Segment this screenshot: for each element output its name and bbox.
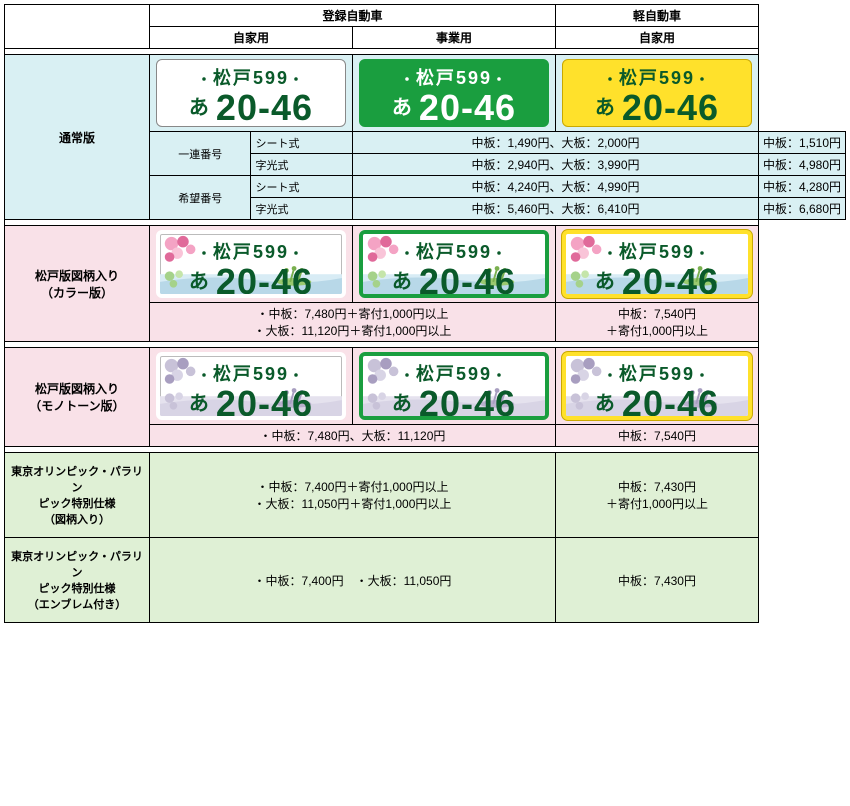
header-business: 事業用 — [352, 27, 555, 49]
price-oly1-a: ・中板：7,400円＋寄付1,000円以上・大板：11,050円＋寄付1,000… — [149, 453, 555, 538]
sub-kibou: 希望番号 — [149, 176, 251, 220]
price-n2c: 中板：4,280円 — [758, 176, 845, 198]
row-oly1-label: 東京オリンピック・パラリンピック特別仕様（図柄入り） — [5, 453, 150, 538]
type-sheet-2: シート式 — [251, 176, 353, 198]
price-n2d: 中板：6,680円 — [758, 198, 845, 220]
plate-color-private: ・松戸599・ あ20-46 — [149, 226, 352, 303]
price-oly2-a: ・中板：7,400円 ・大板：11,050円 — [149, 538, 555, 623]
plate-mono-private: ・松戸599・ あ20-46 — [149, 348, 352, 425]
type-light-1: 字光式 — [251, 154, 353, 176]
plate-color-kei: ・松戸599・ あ20-46 — [555, 226, 758, 303]
plate-normal-private: ・松戸599・ あ20-46 — [149, 55, 352, 132]
price-oly1-b: 中板：7,430円＋寄付1,000円以上 — [555, 453, 758, 538]
price-mono-a: ・中板：7,480円、大板：11,120円 — [149, 425, 555, 447]
header-blank — [5, 5, 150, 49]
sub-renban: 一連番号 — [149, 132, 251, 176]
type-light-2: 字光式 — [251, 198, 353, 220]
header-registered: 登録自動車 — [149, 5, 555, 27]
price-color-b: 中板：7,540円＋寄付1,000円以上 — [555, 303, 758, 342]
plate-mono-business: ・松戸599・ あ20-46 — [352, 348, 555, 425]
header-private: 自家用 — [149, 27, 352, 49]
plate-mono-kei: ・松戸599・ あ20-46 — [555, 348, 758, 425]
plate-normal-kei: ・松戸599・ あ20-46 — [555, 55, 758, 132]
plate-color-business: ・松戸599・ あ20-46 — [352, 226, 555, 303]
row-color-label: 松戸版図柄入り（カラー版） — [5, 226, 150, 342]
header-kei: 軽自動車 — [555, 5, 758, 27]
price-mono-b: 中板：7,540円 — [555, 425, 758, 447]
price-n2b: 中板：5,460円、大板：6,410円 — [352, 198, 758, 220]
header-kei-private: 自家用 — [555, 27, 758, 49]
row-normal-label: 通常版 — [5, 55, 150, 220]
row-mono-label: 松戸版図柄入り（モノトーン版） — [5, 348, 150, 447]
price-n1a: 中板：1,490円、大板：2,000円 — [352, 132, 758, 154]
price-n1d: 中板：4,980円 — [758, 154, 845, 176]
price-color-a: ・中板：7,480円＋寄付1,000円以上・大板：11,120円＋寄付1,000… — [149, 303, 555, 342]
price-n1b: 中板：2,940円、大板：3,990円 — [352, 154, 758, 176]
price-n2a: 中板：4,240円、大板：4,990円 — [352, 176, 758, 198]
plate-normal-business: ・松戸599・ あ20-46 — [352, 55, 555, 132]
row-oly2-label: 東京オリンピック・パラリンピック特別仕様（エンブレム付き） — [5, 538, 150, 623]
price-n1c: 中板：1,510円 — [758, 132, 845, 154]
type-sheet-1: シート式 — [251, 132, 353, 154]
price-oly2-b: 中板：7,430円 — [555, 538, 758, 623]
plate-price-table: 登録自動車 軽自動車 自家用 事業用 自家用 通常版 ・松戸599・ あ20-4… — [4, 4, 846, 623]
